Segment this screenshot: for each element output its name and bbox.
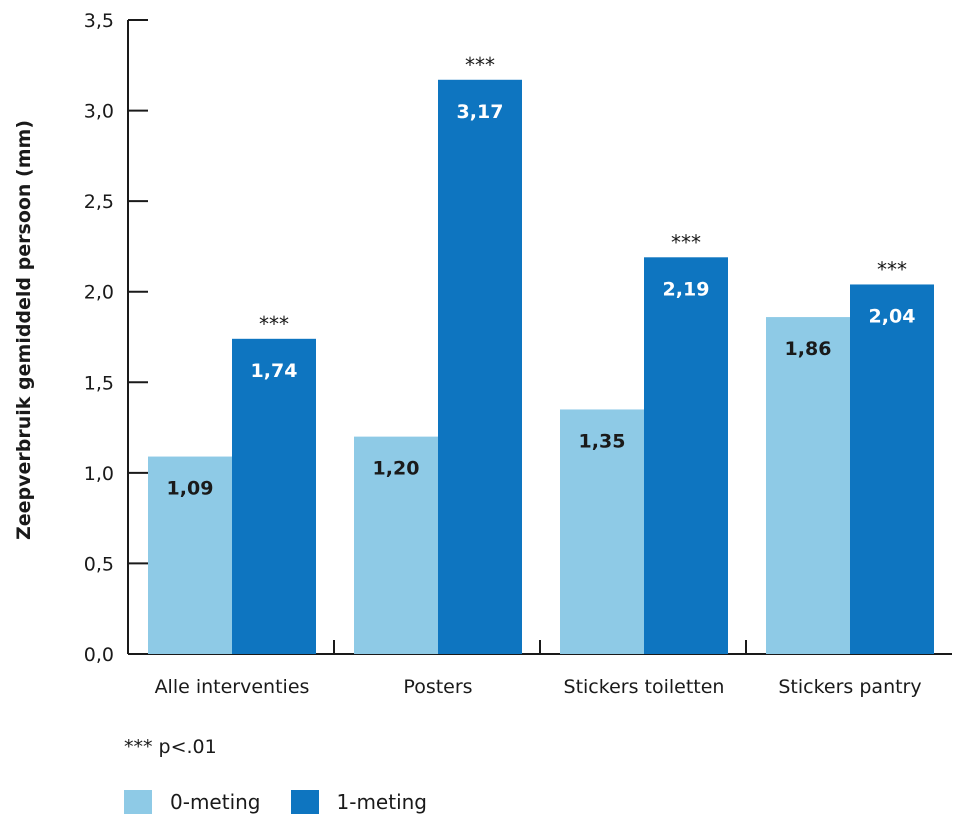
data-label: 1,86 [785, 338, 832, 360]
significance-mark: *** [877, 257, 907, 281]
bar-0-meting-1 [354, 436, 438, 654]
significance-mark: *** [465, 53, 495, 77]
data-label: 3,17 [457, 101, 504, 123]
y-tick-label: 2,0 [84, 282, 114, 304]
bars [148, 79, 934, 654]
legend-item-1-meting: 1-meting [290, 790, 428, 814]
bar-1-meting-2 [644, 257, 728, 654]
legend-item-0-meting: 0-meting [124, 790, 261, 814]
x-tick-label: Stickers pantry [778, 676, 921, 698]
data-label: 1,20 [373, 458, 420, 480]
data-label: 1,35 [579, 430, 626, 452]
bar-1-meting-3 [850, 284, 934, 654]
significance-mark: *** [671, 230, 701, 254]
legend-label-1-meting: 1-meting [336, 790, 428, 814]
bar-1-meting-0 [232, 338, 316, 654]
significance-mark: *** [259, 312, 289, 336]
y-tick-label: 3,5 [84, 10, 114, 32]
bar-0-meting-2 [560, 409, 644, 654]
significance-note: *** p<.01 [124, 736, 217, 758]
bar-0-meting-0 [148, 456, 232, 654]
labels: Alle interventies 1,09 1,74 *** Posters 1,20 3… [155, 53, 922, 698]
legend-label-0-meting: 0-meting [170, 790, 261, 814]
x-tick-label: Alle interventies [155, 676, 310, 698]
data-label: 1,74 [251, 360, 298, 382]
y-axis-label: Zeepverbruik gemiddeld persoon (mm) [13, 120, 35, 540]
x-tick-label: Stickers toiletten [564, 676, 725, 698]
y-tick-label: 1,5 [84, 372, 114, 394]
y-tick-label: 1,0 [84, 463, 114, 485]
data-label: 2,19 [663, 278, 710, 300]
bar-1-meting-1 [438, 79, 522, 654]
y-tick-label: 0,5 [84, 553, 114, 575]
y-tick-label: 3,0 [84, 101, 114, 123]
legend-swatch-1-meting [290, 790, 319, 814]
legend-swatch-0-meting [124, 790, 152, 814]
data-label: 2,04 [869, 305, 916, 327]
y-tick-label: 0,0 [84, 644, 114, 666]
bar-chart: 0,0 0,5 1,0 1,5 2,0 2,5 3,0 3,5 Alle interventi… [13, 10, 952, 698]
legend: 0-meting 1-meting [124, 790, 457, 814]
y-tick-label: 2,5 [84, 191, 114, 213]
data-label: 1,09 [167, 478, 214, 500]
x-tick-label: Posters [403, 676, 472, 698]
bar-0-meting-3 [766, 317, 850, 654]
